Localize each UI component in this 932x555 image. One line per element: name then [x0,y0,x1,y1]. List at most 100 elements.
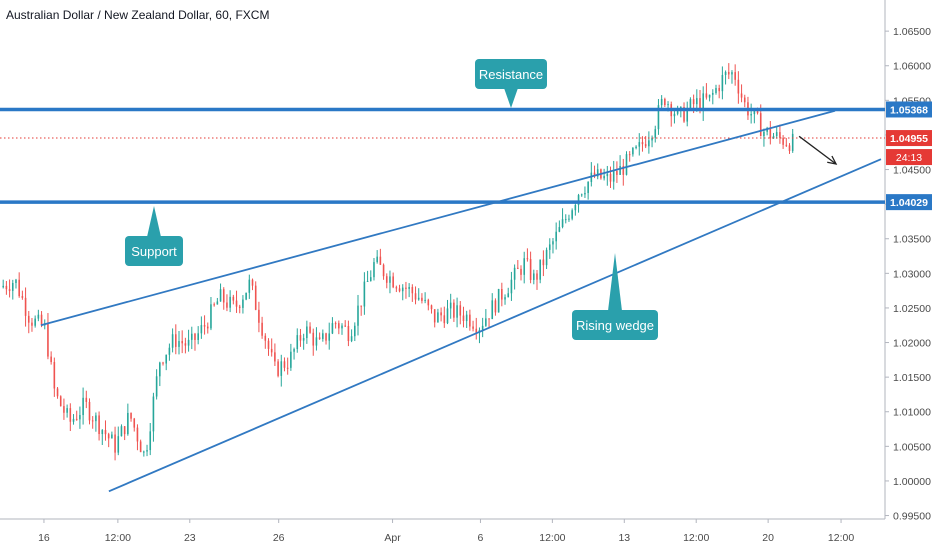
candle-body [775,132,778,137]
candle-body [219,289,222,302]
current-price-label-text: 1.04955 [890,133,928,145]
support-callout-pointer [147,206,161,237]
wedge-lower-line [108,158,882,493]
candle-body [318,337,321,339]
candle-body [302,338,305,341]
candle-body [248,279,251,293]
candle-body [168,347,171,355]
candle-body [107,434,110,439]
candle-body [523,258,526,275]
x-tick-label: 12:00 [683,532,709,544]
candle-body [258,309,260,323]
candle-body [619,165,621,175]
candle-body [651,137,653,141]
candle-body [27,315,30,323]
resistance-callout-box [475,59,547,89]
candle-body [411,287,414,294]
candle-body [513,267,516,280]
candle-body [98,415,100,435]
candle-body [59,396,62,407]
candle-body [580,194,583,196]
candle-body [507,293,510,298]
candle-body [50,356,52,363]
candle-body [328,333,331,341]
candle-body [290,351,292,368]
candle-body [382,264,385,277]
candle-body [638,142,641,147]
candle-body [232,296,235,301]
candle-body [104,430,107,435]
candle-body [21,296,24,298]
candle-body [574,205,577,211]
candle-body [561,219,564,228]
candle-body [376,256,378,263]
candle-body [593,172,596,177]
candle-body [159,362,161,377]
candle-body [696,98,698,105]
candle-body [66,408,68,413]
candle-body [18,279,20,297]
candle-body [734,72,736,80]
candle-body [711,92,714,95]
candle-body [772,136,775,139]
projection-arrow-head [827,155,838,165]
resistance-price-label-text: 1.05368 [890,104,928,116]
candle-body [306,326,308,339]
candle-body [389,276,391,283]
candle-body [245,292,247,300]
candle-body [715,88,717,93]
x-tick-label: 20 [762,532,774,544]
candle-body [667,104,669,106]
candle-body [603,176,605,179]
candle-body [40,314,43,326]
candle-body [616,170,618,175]
x-tick-label: 12:00 [828,532,854,544]
candle-body [95,415,97,422]
candle-body [664,98,666,106]
candle-body [564,219,567,221]
candle-body [475,328,478,333]
candle-body [235,300,238,307]
candle-body [532,273,535,280]
candle-body [149,431,152,451]
candle-body [261,322,263,336]
candle-body [724,71,727,75]
candle-body [91,420,94,422]
candle-body [341,325,343,329]
candle-body [379,256,382,265]
candle-body [644,144,647,147]
candle-body [520,268,522,275]
candle-body [424,299,426,301]
candle-body [545,249,548,266]
y-tick-label: 1.06000 [893,61,931,73]
candle-body [283,361,286,368]
resistance-price-label-bg [886,101,932,118]
candle-body [469,314,471,327]
rising-wedge-callout-label: Rising wedge [576,318,654,333]
candle-body [689,99,692,109]
y-tick-label: 1.01000 [893,407,931,419]
candle-body [226,302,228,308]
candle-body [178,341,180,347]
support-price-label-bg [886,194,932,211]
candle-body [334,323,337,325]
candle-body [756,109,759,114]
y-tick-label: 1.00000 [893,476,931,488]
candle-body [743,97,746,103]
candle-body [632,148,634,155]
candle-body [286,367,289,369]
candle-body [740,93,743,98]
candle-body [497,289,500,313]
candle-body [338,323,340,329]
x-tick-label: 23 [184,532,196,544]
candle-body [175,334,177,347]
candle-body [788,145,791,151]
candle-body [577,195,580,206]
candle-body [277,361,279,376]
candle-body [325,333,327,341]
candle-body [200,325,203,334]
candle-body [143,451,145,453]
candle-body [353,325,356,337]
